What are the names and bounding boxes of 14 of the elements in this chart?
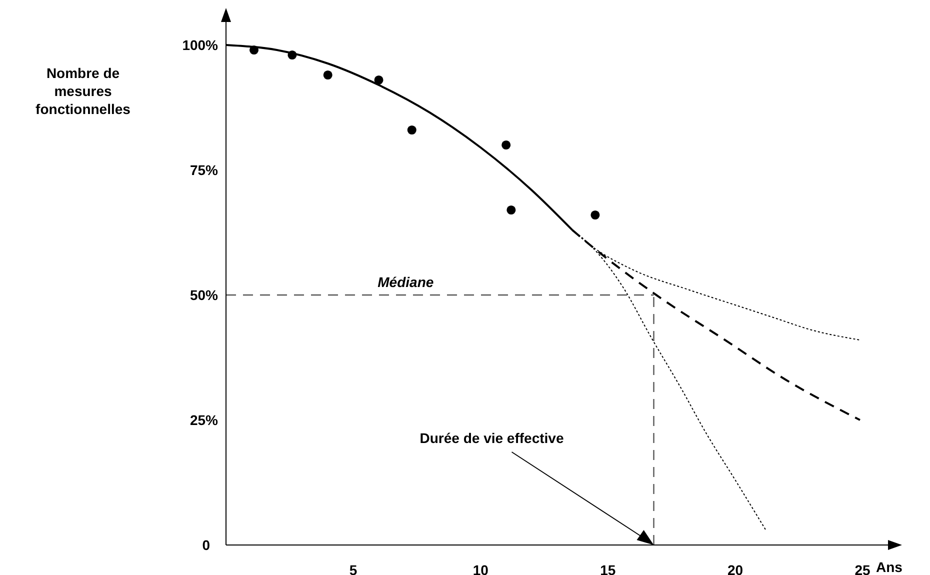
annotation: Durée de vie effective: [420, 430, 564, 446]
x-tick-label: 10: [472, 562, 489, 575]
y-tick-label: 25%: [190, 412, 219, 428]
x-tick-label: 15: [600, 562, 616, 575]
y-tick-label: 75%: [190, 162, 219, 178]
x-tick-label: 5: [349, 562, 358, 575]
y-tick-label: 0: [202, 537, 210, 553]
x-tick-label: 20: [727, 562, 744, 575]
ref-line-label: Médiane: [378, 274, 434, 290]
y-tick-label: 100%: [182, 37, 219, 53]
x-tick-label: 25: [854, 562, 871, 575]
y-axis-title: Nombre de mesures fonctionnelles: [36, 65, 131, 117]
y-tick-label: 50%: [190, 287, 219, 303]
x-axis-title: Ans: [876, 559, 903, 575]
